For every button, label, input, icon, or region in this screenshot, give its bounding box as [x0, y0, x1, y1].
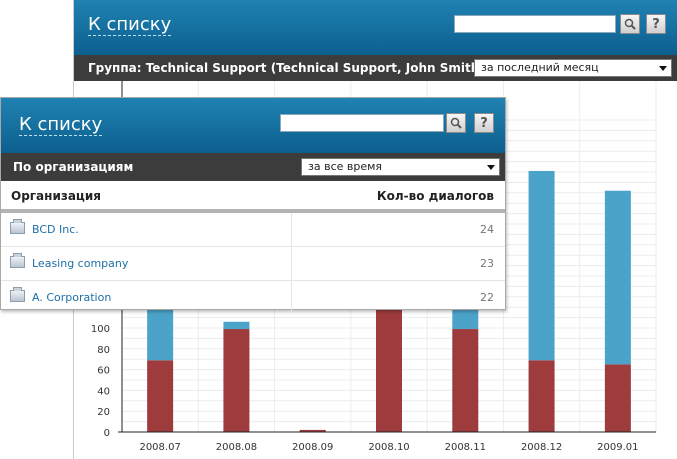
y-tick-label: 20 [97, 407, 110, 418]
y-tick-label: 100 [91, 324, 110, 335]
search-button[interactable] [446, 113, 466, 133]
y-tick-label: 40 [97, 386, 110, 397]
x-tick-label: 2009.01 [597, 442, 638, 453]
organizations-window: К списку ? По организациям за все время … [0, 97, 506, 314]
group-filter-bar: Группа: Technical Support (Technical Sup… [74, 55, 677, 81]
table-header: Организация Кол-во диалогов [1, 181, 505, 213]
organization-link[interactable]: Leasing company [32, 257, 129, 270]
bar-segment-2008.07-series-1 [147, 360, 174, 432]
table-row: BCD Inc. 24 [1, 213, 505, 247]
table-row: A. Corporation 22 [1, 281, 505, 314]
search-icon [624, 18, 636, 30]
x-tick-label: 2008.11 [445, 442, 486, 453]
table-row: Leasing company 23 [1, 247, 505, 281]
bar-segment-2009.01-series-1 [604, 364, 631, 432]
search-button[interactable] [620, 14, 640, 34]
bar-segment-2008.11-series-1 [452, 329, 479, 432]
back-to-list-link[interactable]: К списку [19, 114, 103, 136]
y-tick-label: 80 [97, 345, 110, 356]
back-to-list-link[interactable]: К списку [88, 14, 172, 36]
column-divider [291, 247, 292, 280]
bar-segment-2008.07-series-2 [147, 304, 174, 361]
organization-icon [10, 287, 25, 302]
help-icon: ? [480, 115, 488, 131]
column-divider [291, 213, 292, 246]
x-tick-label: 2008.12 [521, 442, 562, 453]
organizations-filter-bar: По организациям за все время [1, 153, 505, 181]
group-report-window: К списку ? Группа: Technical Support (Te… [73, 0, 677, 459]
period-select-value: за последний месяц [481, 61, 599, 74]
header-bar: К списку ? [74, 0, 677, 55]
section-label: По организациям [13, 160, 134, 174]
dialog-count: 24 [480, 223, 494, 236]
bar-segment-2009.01-series-2 [604, 190, 631, 365]
bar-segment-2008.12-series-1 [528, 360, 555, 432]
dialog-count: 23 [480, 257, 494, 270]
header-bar: К списку ? [1, 98, 505, 153]
organization-link[interactable]: A. Corporation [32, 291, 112, 304]
period-select-value: за все время [308, 160, 383, 173]
help-button[interactable]: ? [646, 14, 666, 34]
chevron-down-icon [659, 66, 667, 71]
y-tick-label: 60 [97, 366, 110, 377]
x-tick-label: 2008.09 [292, 442, 333, 453]
search-input[interactable] [280, 114, 444, 132]
organizations-table: Организация Кол-во диалогов BCD Inc. 24 … [1, 181, 505, 314]
period-select[interactable]: за последний месяц [474, 59, 672, 77]
x-tick-label: 2008.10 [368, 442, 409, 453]
bar-segment-2008.12-series-2 [528, 170, 555, 361]
dialog-count: 22 [480, 291, 494, 304]
column-header-dialog-count[interactable]: Кол-во диалогов [376, 189, 494, 203]
help-button[interactable]: ? [474, 113, 494, 133]
bar-segment-2008.09-series-1 [299, 429, 326, 432]
bar-segment-2008.10-series-1 [376, 307, 402, 432]
x-tick-label: 2008.07 [139, 442, 180, 453]
column-header-organization[interactable]: Организация [11, 189, 101, 203]
organization-icon [10, 253, 25, 268]
organization-icon [10, 219, 25, 234]
period-select[interactable]: за все время [301, 158, 500, 176]
organization-link[interactable]: BCD Inc. [32, 223, 79, 236]
group-label: Группа: Technical Support (Technical Sup… [88, 61, 485, 75]
y-tick-label: 0 [104, 428, 110, 439]
help-icon: ? [652, 16, 660, 32]
column-divider [291, 281, 292, 314]
dialogs-bar-chart: 2008.07 2008.08 2008.09 2008.10 2008.11 2008.… [91, 81, 657, 453]
search-icon [450, 117, 462, 129]
x-tick-label: 2008.08 [216, 442, 257, 453]
bar-segment-2008.08-series-2 [223, 321, 250, 330]
bar-segment-2008.08-series-1 [223, 329, 250, 432]
chevron-down-icon [487, 165, 495, 170]
search-input[interactable] [454, 15, 616, 33]
